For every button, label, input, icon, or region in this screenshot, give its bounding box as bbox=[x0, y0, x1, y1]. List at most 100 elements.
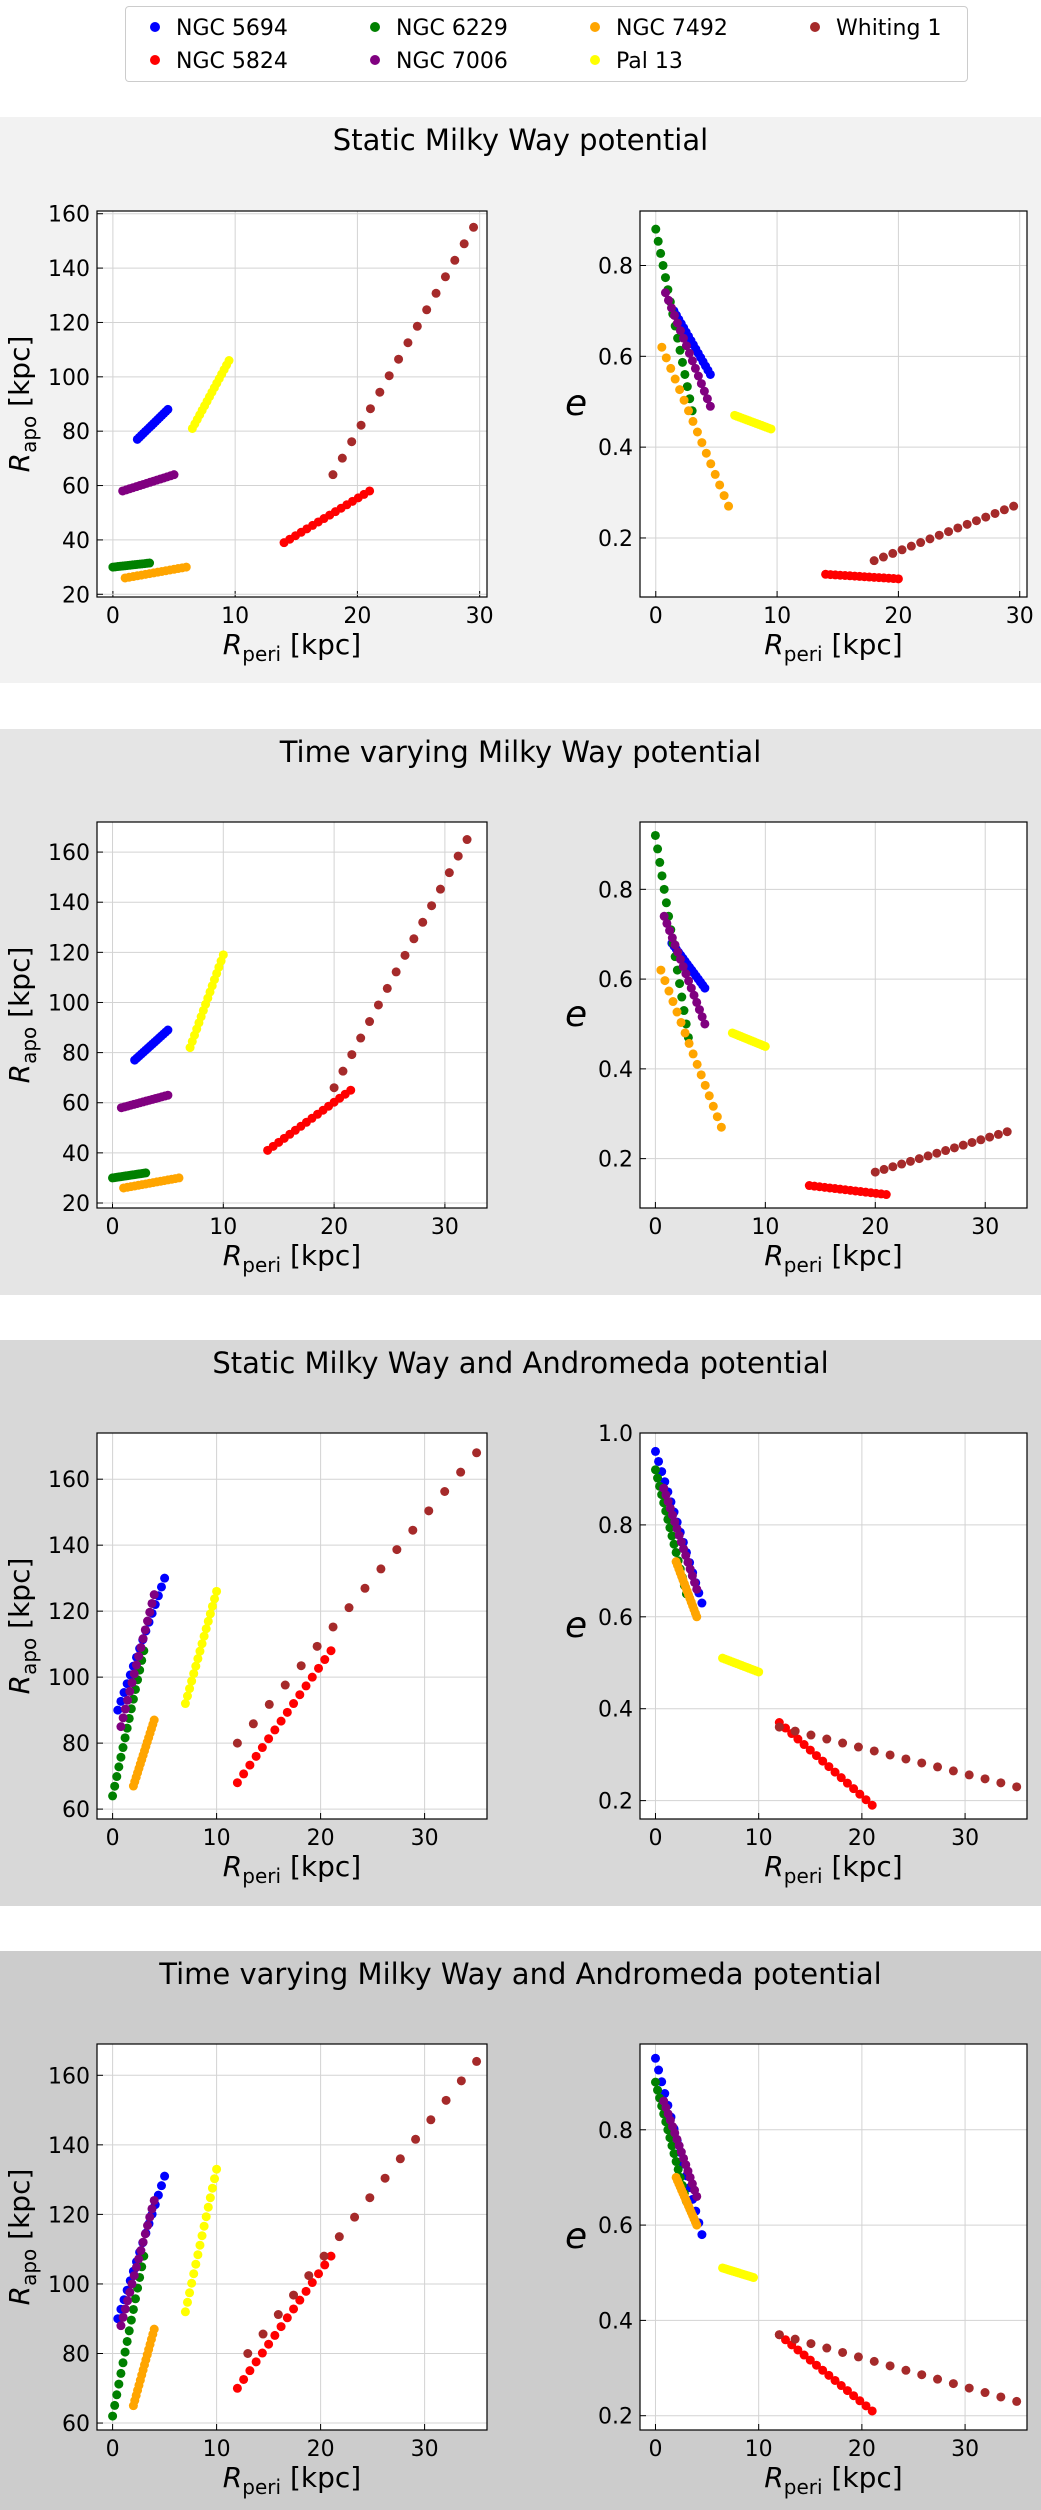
point-ngc5824 bbox=[251, 2357, 261, 2367]
point-ngc5824 bbox=[320, 1655, 330, 1665]
point-ngc7006 bbox=[118, 2312, 128, 2322]
y-tick-label: 80 bbox=[62, 1732, 90, 1757]
point-ngc7492 bbox=[692, 427, 702, 437]
y-tick-label: 100 bbox=[48, 1666, 90, 1691]
point-whiting1 bbox=[990, 508, 1000, 518]
point-whiting1 bbox=[790, 1726, 800, 1736]
point-pal13 bbox=[185, 2288, 195, 2298]
plot-frame bbox=[639, 210, 1028, 598]
point-whiting1 bbox=[440, 1487, 450, 1497]
point-pal13 bbox=[195, 1646, 205, 1656]
x-tick-label: 0 bbox=[648, 2437, 662, 2462]
point-whiting1 bbox=[450, 255, 460, 265]
x-axis-label: Rperi [kpc] bbox=[223, 628, 361, 666]
x-tick-label: 0 bbox=[106, 604, 120, 629]
plot-frame bbox=[96, 821, 488, 1209]
legend-item-ngc5824: NGC 5824 bbox=[150, 49, 288, 75]
series-ngc5824 bbox=[232, 1646, 336, 1788]
point-ngc6229 bbox=[661, 898, 671, 908]
x-tick-label: 20 bbox=[848, 1826, 876, 1851]
point-whiting1 bbox=[1012, 2396, 1022, 2406]
legend-item-ngc5694: NGC 5694 bbox=[150, 16, 288, 42]
point-whiting1 bbox=[375, 387, 385, 397]
y-axis-label: e bbox=[565, 994, 587, 1035]
point-ngc7006 bbox=[145, 2212, 155, 2222]
point-ngc6229 bbox=[126, 2315, 136, 2325]
point-whiting1 bbox=[962, 519, 972, 529]
point-ngc7006 bbox=[700, 1019, 710, 1029]
series-ngc7006 bbox=[118, 470, 179, 496]
point-ngc7492 bbox=[666, 363, 676, 373]
point-ngc5824 bbox=[861, 2401, 871, 2411]
point-ngc7006 bbox=[670, 940, 680, 950]
point-whiting1 bbox=[999, 505, 1009, 515]
series-pal13 bbox=[727, 1028, 770, 1051]
point-ngc5824 bbox=[295, 1690, 305, 1700]
point-ngc5824 bbox=[264, 2339, 274, 2349]
point-ngc5824 bbox=[307, 2278, 317, 2288]
point-ngc6229 bbox=[114, 1762, 124, 1772]
y-tick-label: 0.4 bbox=[598, 2309, 633, 2334]
point-ngc7006 bbox=[149, 2195, 159, 2205]
x-tick-label: 10 bbox=[209, 1215, 237, 1240]
point-ngc7492 bbox=[670, 374, 680, 384]
point-pal13 bbox=[760, 1041, 770, 1051]
point-whiting1 bbox=[441, 2095, 451, 2105]
point-ngc7492 bbox=[657, 342, 667, 352]
point-ngc7492 bbox=[710, 469, 720, 479]
point-ngc7006 bbox=[116, 1722, 126, 1732]
point-whiting1 bbox=[365, 2193, 375, 2203]
series-whiting1 bbox=[774, 1722, 1022, 1792]
x-tick-label: 10 bbox=[203, 1826, 231, 1851]
point-ngc6229 bbox=[667, 2141, 677, 2151]
point-whiting1 bbox=[923, 1151, 933, 1161]
point-ngc6229 bbox=[680, 369, 690, 379]
point-ngc5824 bbox=[849, 1784, 859, 1794]
point-ngc7006 bbox=[705, 401, 715, 411]
point-ngc7006 bbox=[134, 2254, 144, 2264]
series-ngc6229 bbox=[108, 1168, 151, 1183]
point-whiting1 bbox=[462, 835, 472, 845]
y-tick-label: 140 bbox=[48, 1534, 90, 1559]
point-whiting1 bbox=[853, 2352, 863, 2362]
point-ngc7492 bbox=[661, 353, 671, 363]
point-ngc7006 bbox=[118, 1713, 128, 1723]
x-tick-label: 0 bbox=[106, 2437, 120, 2462]
point-whiting1 bbox=[838, 2347, 848, 2357]
point-pal13 bbox=[191, 1661, 201, 1671]
point-whiting1 bbox=[334, 2232, 344, 2242]
point-whiting1 bbox=[395, 2154, 405, 2164]
legend: NGC 5694 NGC 5824 NGC 6229 NGC 7006 NGC … bbox=[125, 6, 968, 82]
point-ngc7006 bbox=[692, 997, 702, 1007]
point-ngc5824 bbox=[811, 2360, 821, 2370]
point-whiting1 bbox=[373, 1000, 383, 1010]
point-whiting1 bbox=[888, 1162, 898, 1172]
y-tick-label: 0.4 bbox=[598, 1698, 633, 1723]
x-axis-label: Rperi [kpc] bbox=[223, 1850, 361, 1888]
point-whiting1 bbox=[376, 1564, 386, 1574]
plot-2-rapo: 0 10 20 30 60 80 100 120 140 160 Rperi [kpc] Rapo [… bbox=[3, 1432, 488, 1888]
point-ngc7006 bbox=[136, 1642, 146, 1652]
x-tick-label: 30 bbox=[411, 2437, 439, 2462]
point-ngc7492 bbox=[696, 1070, 706, 1080]
point-pal13 bbox=[210, 1594, 220, 1604]
point-whiting1 bbox=[411, 2134, 421, 2144]
plot-3-rapo: 0 10 20 30 60 80 100 120 140 160 Rperi [kpc] Rapo [… bbox=[3, 2043, 488, 2499]
point-ngc5824 bbox=[799, 2350, 809, 2360]
point-pal13 bbox=[205, 1609, 215, 1619]
point-whiting1 bbox=[350, 2212, 360, 2222]
point-pal13 bbox=[210, 2174, 220, 2184]
point-ngc7006 bbox=[693, 371, 703, 381]
y-axis-label: Rapo [kpc] bbox=[3, 947, 41, 1084]
point-ngc6229 bbox=[145, 558, 155, 568]
plot-frame bbox=[96, 2043, 488, 2431]
point-ngc7006 bbox=[702, 394, 712, 404]
x-axis-label: Rperi [kpc] bbox=[764, 1850, 902, 1888]
point-ngc7006 bbox=[127, 2279, 137, 2289]
point-whiting1 bbox=[1002, 1127, 1012, 1137]
point-ngc7006 bbox=[675, 954, 685, 964]
point-pal13 bbox=[207, 1601, 217, 1611]
x-tick-label: 10 bbox=[763, 604, 791, 629]
y-tick-label: 120 bbox=[48, 1600, 90, 1625]
point-ngc7006 bbox=[149, 1590, 159, 1600]
